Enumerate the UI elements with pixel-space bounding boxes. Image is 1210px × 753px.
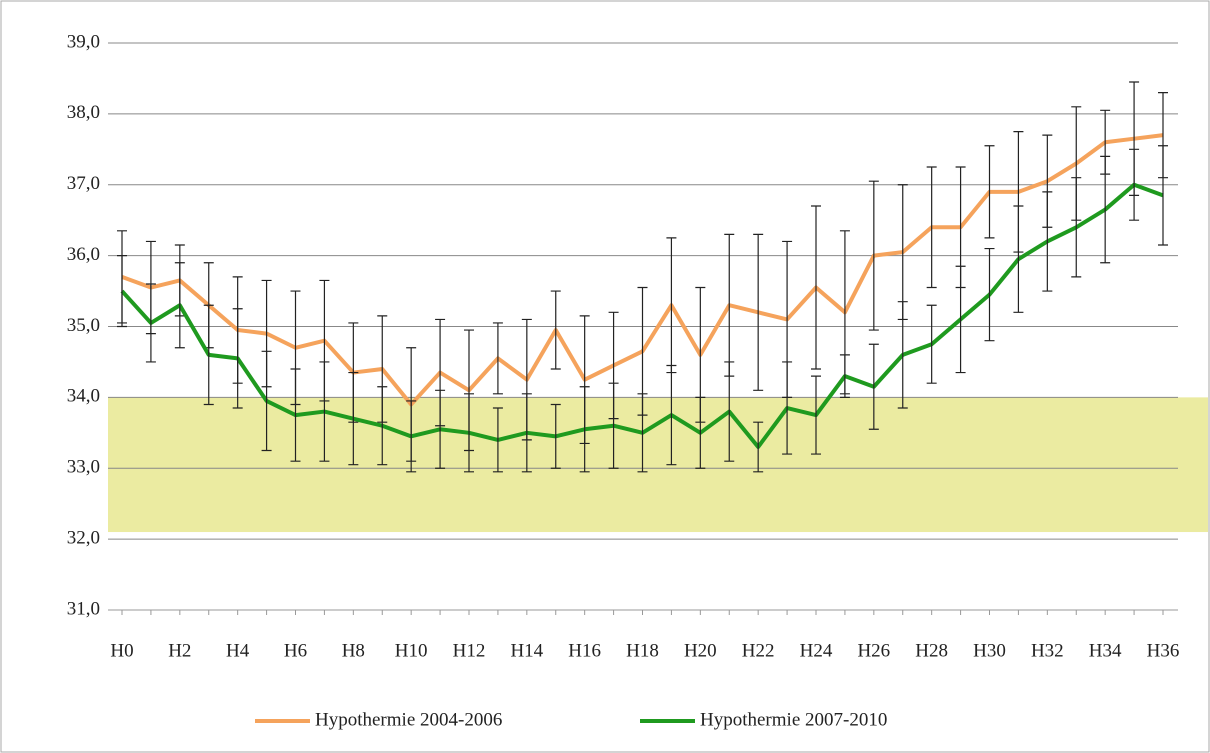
y-tick-label: 32,0 [67, 527, 100, 548]
x-tick-label: H16 [568, 640, 601, 661]
x-tick-label: H28 [915, 640, 948, 661]
y-tick-label: 36,0 [67, 244, 100, 265]
y-tick-label: 33,0 [67, 457, 100, 478]
error-bar [521, 393, 532, 473]
error-bar [348, 371, 359, 466]
error-bar [550, 403, 561, 469]
error-bar [435, 389, 446, 469]
error-bar [117, 255, 127, 328]
x-tick-label: H32 [1031, 640, 1064, 661]
error-bar [261, 350, 272, 452]
x-tick-label: H20 [684, 640, 717, 661]
error-bar [1013, 205, 1024, 313]
x-tick-label: H6 [284, 640, 307, 661]
error-bar [811, 205, 821, 370]
x-tick-label: H24 [800, 640, 833, 661]
error-bar [955, 265, 966, 374]
x-tick-label: H36 [1147, 640, 1180, 661]
y-tick-label: 31,0 [67, 598, 100, 619]
error-bar [145, 283, 156, 363]
error-bar [839, 354, 850, 398]
legend-label: Hypothermie 2004-2006 [315, 709, 502, 730]
x-tick-label: H30 [973, 640, 1006, 661]
x-tick-label: H2 [168, 640, 191, 661]
y-tick-label: 39,0 [67, 31, 100, 52]
y-tick-label: 35,0 [67, 315, 100, 336]
error-bar [897, 301, 908, 409]
error-bar [174, 262, 185, 349]
error-bar [492, 322, 503, 395]
error-bar [464, 393, 474, 473]
x-tick-label: H34 [1089, 640, 1122, 661]
error-bar [579, 386, 590, 473]
x-tick-label: H22 [742, 640, 775, 661]
highlight-band [108, 397, 1208, 533]
error-bar [724, 361, 735, 462]
error-bar [926, 304, 937, 384]
error-bar [377, 386, 388, 466]
x-tick-label: H26 [857, 640, 890, 661]
error-bar [666, 364, 677, 466]
x-tick-label: H14 [510, 640, 543, 661]
legend-label: Hypothermie 2007-2010 [700, 709, 887, 730]
error-bar [1158, 145, 1168, 246]
x-tick-label: H12 [453, 640, 486, 661]
error-bar [290, 368, 301, 462]
error-bar [782, 361, 793, 455]
y-tick-label: 37,0 [67, 173, 100, 194]
y-tick-label: 34,0 [67, 386, 100, 407]
x-tick-label: H10 [395, 640, 428, 661]
error-bar [753, 233, 764, 391]
x-tick-label: H18 [626, 640, 659, 661]
error-bar [492, 407, 503, 473]
error-bar [984, 247, 995, 342]
error-bar [1042, 191, 1053, 292]
x-tick-label: H0 [110, 640, 133, 661]
x-tick-label: H8 [342, 640, 365, 661]
x-tick-label: H4 [226, 640, 250, 661]
y-tick-label: 38,0 [67, 102, 100, 123]
error-bar [753, 421, 764, 473]
error-bar [811, 375, 821, 455]
error-bar [868, 343, 879, 430]
error-bar [637, 393, 648, 473]
error-bar [868, 180, 879, 331]
error-bar [1129, 148, 1140, 221]
error-bar [1071, 177, 1082, 278]
error-bar [406, 400, 417, 473]
error-bar [608, 382, 619, 469]
error-bar [319, 361, 330, 462]
error-bar [926, 166, 937, 289]
error-bar [550, 290, 561, 370]
error-bar [232, 308, 243, 409]
error-bar [984, 145, 995, 239]
error-bar [203, 304, 214, 406]
error-bar [1100, 155, 1111, 264]
error-bar [695, 396, 706, 469]
